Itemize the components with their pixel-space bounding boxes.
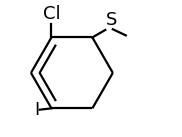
Text: S: S bbox=[106, 11, 117, 29]
Text: I: I bbox=[34, 101, 39, 119]
Text: Cl: Cl bbox=[43, 5, 60, 23]
